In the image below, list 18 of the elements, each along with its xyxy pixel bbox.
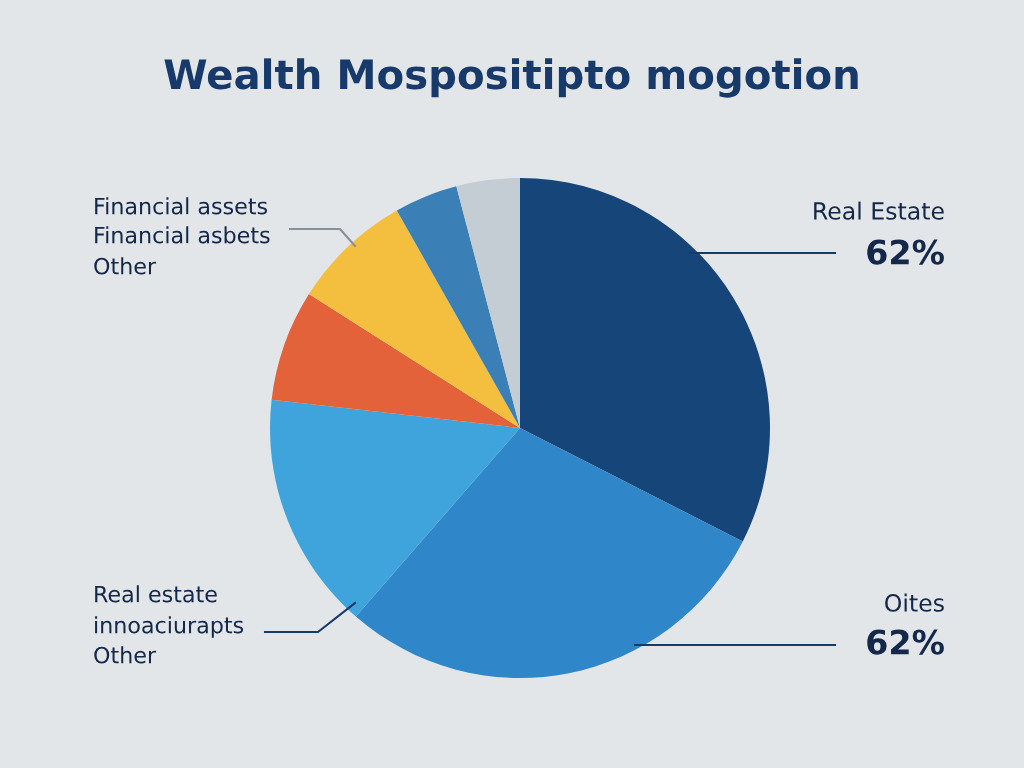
text: 62% — [867, 629, 944, 655]
pie-slice — [456, 178, 520, 428]
text: Financial assets — [95, 197, 268, 215]
text: Real Estate — [814, 201, 944, 220]
pie-slice — [520, 178, 770, 542]
pie-slice — [308, 210, 520, 428]
pie-slice — [396, 186, 520, 428]
pie-slice — [271, 294, 520, 428]
pie-slice — [355, 428, 743, 678]
pie-slice — [270, 399, 520, 617]
text: Oites — [885, 593, 944, 612]
text: 62% — [867, 239, 944, 265]
text: innoaciurapts — [95, 616, 244, 638]
text: Real estate — [95, 585, 217, 603]
text: Other — [94, 646, 157, 664]
text: Other — [94, 257, 157, 275]
chart-title: Wealth Mospositipto mogotion — [164, 58, 858, 98]
text: Financial asbets — [95, 226, 270, 244]
